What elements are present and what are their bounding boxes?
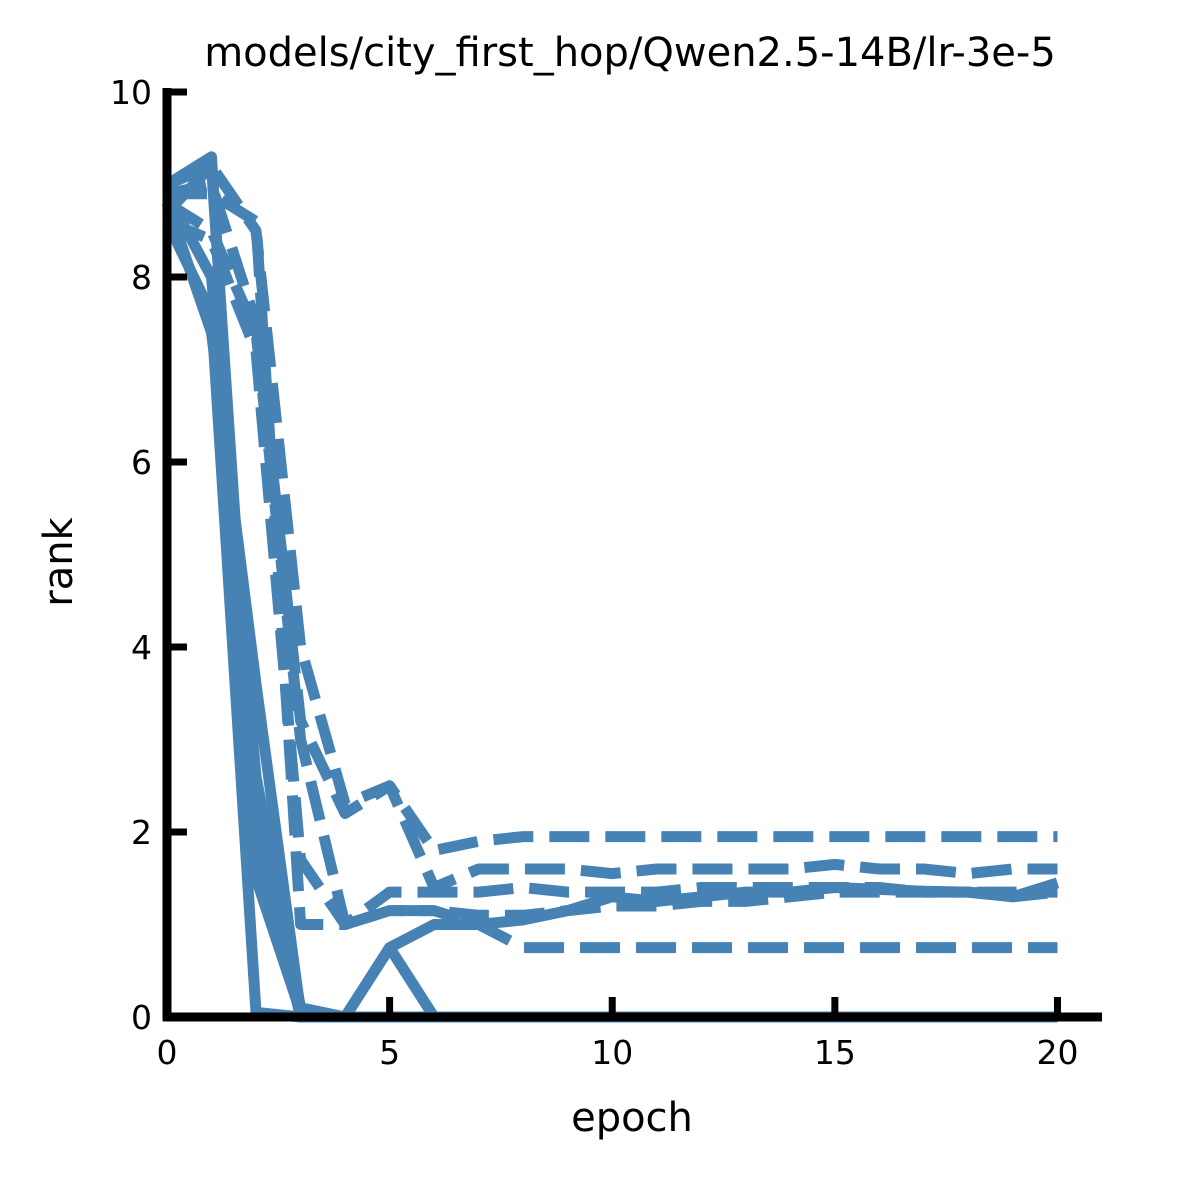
axes-layer [162,88,1102,1022]
y-axis-label: rank [36,516,82,606]
y-tick-label: 8 [131,258,152,297]
y-tick-label: 0 [131,998,152,1037]
series-line-7 [164,198,1058,954]
series-line-10 [167,188,1059,930]
series-line-9 [164,216,1058,930]
y-tick-label: 10 [110,73,152,112]
x-axis-label: epoch [571,1095,693,1141]
x-tick-label: 5 [379,1033,400,1072]
series-layer [161,151,1060,1023]
series-line-6 [164,160,1058,856]
x-tick-label: 10 [591,1033,633,1072]
y-tick-label: 2 [131,813,152,852]
y-tick-label: 4 [131,628,152,667]
chart-title: models/city_first_hop/Qwen2.5-14B/lr-3e-… [204,30,1056,76]
x-tick-label: 15 [814,1033,856,1072]
x-tick-label: 0 [157,1033,178,1072]
ticks-layer: 0 5 10 15 20 0 2 4 6 8 10 [110,73,1078,1072]
x-tick-label: 20 [1036,1033,1078,1072]
y-tick-label: 6 [131,443,152,482]
series-line-8 [165,179,1058,893]
